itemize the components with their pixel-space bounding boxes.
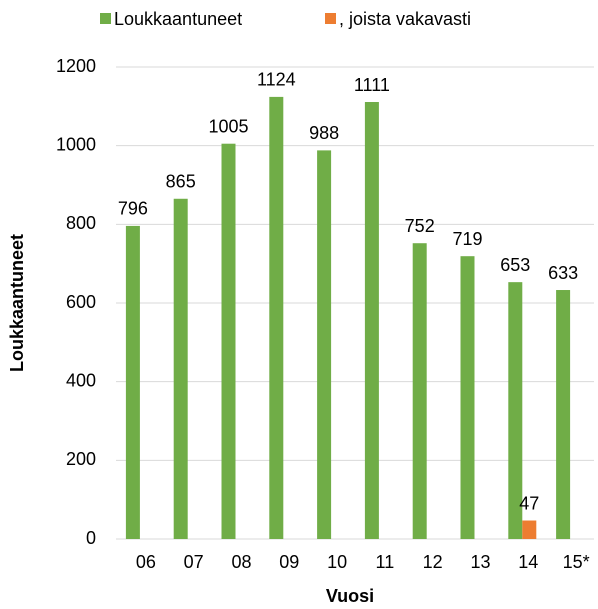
x-tick-label: 15* [563, 552, 590, 572]
legend-swatch [100, 13, 111, 24]
y-tick-label: 800 [66, 213, 96, 233]
value-label: 719 [452, 229, 482, 249]
value-label: 47 [519, 493, 539, 513]
x-tick-label: 09 [279, 552, 299, 572]
bar [556, 290, 571, 539]
bar [460, 256, 475, 539]
bar [412, 243, 427, 540]
x-tick-label: 14 [518, 552, 538, 572]
bar [125, 225, 140, 539]
x-tick-label: 10 [327, 552, 347, 572]
value-label: 633 [548, 263, 578, 283]
bar [221, 143, 236, 539]
x-tick-label: 08 [231, 552, 251, 572]
x-tick-label: 11 [376, 552, 395, 572]
x-axis-title: Vuosi [326, 586, 374, 606]
value-label: 796 [118, 199, 148, 219]
y-tick-label: 200 [66, 449, 96, 469]
y-tick-label: 0 [86, 528, 96, 548]
value-label: 1111 [354, 75, 390, 95]
x-tick-label: 13 [470, 552, 490, 572]
value-label: 988 [309, 123, 339, 143]
legend-label: Loukkaantuneet [114, 9, 242, 29]
value-label: 865 [166, 172, 196, 192]
bar [317, 150, 332, 540]
x-tick-label: 07 [184, 552, 204, 572]
bar [269, 96, 284, 539]
y-tick-label: 1000 [56, 134, 96, 154]
value-label: 653 [500, 255, 530, 275]
y-tick-label: 400 [66, 370, 96, 390]
x-tick-label: 06 [136, 552, 156, 572]
bar [508, 282, 523, 539]
legend-label: , joista vakavasti [339, 9, 471, 29]
value-label: 1005 [208, 116, 248, 136]
legend-swatch [325, 13, 336, 24]
bar [364, 102, 379, 540]
y-axis-title: Loukkaantuneet [7, 234, 27, 372]
x-tick-label: 12 [423, 552, 443, 572]
bar [173, 198, 188, 539]
bar [522, 520, 537, 539]
value-label: 752 [405, 216, 435, 236]
y-tick-label: 600 [66, 292, 96, 312]
y-tick-label: 1200 [56, 56, 96, 76]
value-label: 1124 [257, 70, 296, 90]
